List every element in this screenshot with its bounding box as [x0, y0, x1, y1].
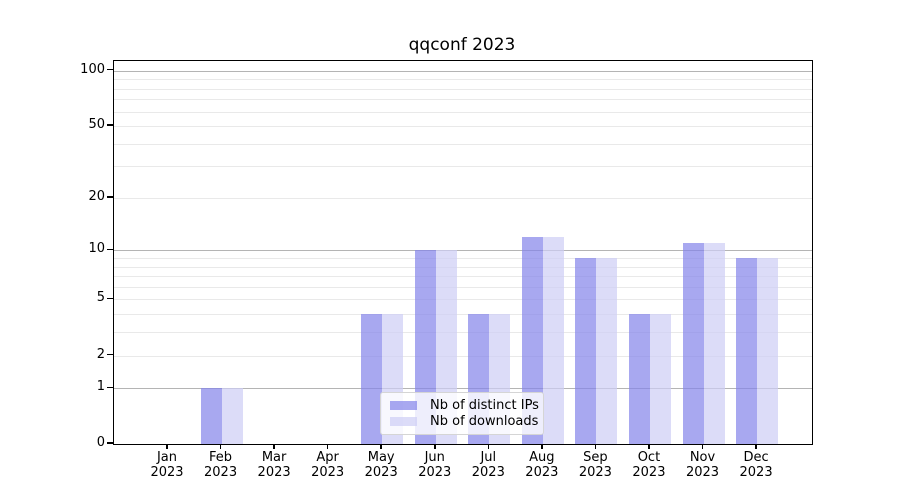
minor-gridline: [114, 257, 812, 259]
x-tick-label: Feb 2023: [191, 450, 251, 480]
x-tick-mark: [594, 444, 597, 449]
x-tick-mark: [541, 444, 543, 449]
x-tick-year: 2023: [471, 465, 505, 480]
x-tick-label: Jul 2023: [458, 450, 518, 480]
y-tick-mark: [107, 297, 113, 300]
y-tick-mark: [107, 248, 113, 251]
major-gridline: [114, 70, 812, 72]
x-tick-label: Apr 2023: [298, 450, 358, 480]
legend-label-downloads: Nb of downloads: [430, 413, 539, 429]
major-gridline: [114, 388, 812, 390]
x-tick-year: 2023: [257, 465, 291, 480]
minor-gridline: [114, 88, 812, 90]
x-tick-mark: [273, 444, 275, 449]
minor-gridline: [114, 79, 812, 81]
bar-downloads: [649, 314, 671, 444]
y-tick-label: 50: [88, 117, 105, 133]
plot-area: Nb of distinct IPs Nb of downloads: [113, 60, 813, 445]
x-tick-mark: [326, 444, 329, 449]
chart-title: qqconf 2023: [408, 35, 516, 55]
x-tick-year: 2023: [685, 465, 720, 480]
x-tick-label: Dec 2023: [726, 450, 786, 480]
x-tick-mark: [755, 444, 757, 449]
minor-gridline: [114, 314, 812, 316]
y-tick-mark: [107, 442, 113, 444]
bar-distinct-ips: [361, 314, 383, 444]
x-tick-mark: [648, 444, 650, 449]
minor-gridline: [114, 332, 812, 334]
minor-gridline: [114, 266, 812, 268]
x-tick-label: Sep 2023: [565, 450, 625, 480]
legend-label-distinct-ips: Nb of distinct IPs: [430, 398, 539, 414]
x-tick-mark: [219, 444, 222, 449]
legend-swatch-distinct-ips: [390, 401, 417, 411]
legend: Nb of distinct IPs Nb of downloads: [380, 392, 544, 435]
bar-downloads: [542, 236, 564, 444]
y-tick-mark: [107, 124, 113, 126]
y-tick-label: 100: [80, 61, 105, 77]
minor-gridline: [114, 286, 812, 288]
y-tick-mark: [107, 196, 113, 198]
x-tick-year: 2023: [418, 465, 452, 480]
x-tick-mark: [166, 444, 168, 449]
bar-distinct-ips: [628, 314, 650, 444]
x-tick-year: 2023: [150, 465, 184, 480]
x-tick-year: 2023: [364, 465, 398, 480]
x-tick-mark: [701, 444, 704, 449]
minor-gridline: [114, 197, 812, 199]
minor-gridline: [114, 99, 812, 101]
y-tick-label: 5: [96, 290, 105, 306]
x-tick-mark: [487, 444, 490, 449]
minor-gridline: [114, 111, 812, 113]
x-tick-label: Jan 2023: [137, 450, 197, 480]
bar-downloads: [757, 257, 779, 444]
bar-distinct-ips: [575, 257, 597, 444]
x-tick-label: May 2023: [351, 450, 411, 480]
x-tick-label: Aug 2023: [512, 450, 572, 480]
x-tick-year: 2023: [578, 465, 612, 480]
x-tick-year: 2023: [204, 465, 238, 480]
minor-gridline: [114, 276, 812, 278]
major-gridline: [114, 250, 812, 252]
bar-downloads: [221, 388, 243, 444]
y-tick-label: 20: [88, 188, 105, 204]
legend-swatch-downloads: [390, 416, 417, 426]
minor-gridline: [114, 166, 812, 168]
x-tick-label: Oct 2023: [619, 450, 679, 480]
x-tick-year: 2023: [632, 465, 666, 480]
x-tick-label: Mar 2023: [244, 450, 304, 480]
legend-item-distinct-ips: Nb of distinct IPs: [390, 398, 539, 414]
y-tick-mark: [107, 68, 113, 71]
x-tick-year: 2023: [525, 465, 559, 480]
y-tick-mark: [107, 353, 113, 356]
x-tick-year: 2023: [311, 465, 345, 480]
bar-distinct-ips: [736, 257, 758, 444]
bar-distinct-ips: [682, 243, 704, 444]
y-tick-mark: [107, 386, 113, 389]
y-tick-label: 0: [96, 435, 105, 450]
bar-distinct-ips: [200, 388, 222, 444]
y-tick-label: 10: [88, 241, 105, 257]
bar-downloads: [703, 243, 725, 444]
minor-gridline: [114, 143, 812, 145]
minor-gridline: [114, 355, 812, 357]
x-tick-mark: [434, 444, 436, 449]
x-tick-year: 2023: [739, 465, 773, 480]
bar-downloads: [596, 257, 618, 444]
x-tick-label: Jun 2023: [405, 450, 465, 480]
y-tick-label: 2: [96, 346, 105, 362]
minor-gridline: [114, 126, 812, 128]
x-tick-mark: [380, 444, 382, 449]
x-tick-label: Nov 2023: [673, 450, 733, 480]
legend-item-downloads: Nb of downloads: [390, 414, 538, 430]
minor-gridline: [114, 299, 812, 301]
y-tick-label: 1: [96, 379, 105, 395]
